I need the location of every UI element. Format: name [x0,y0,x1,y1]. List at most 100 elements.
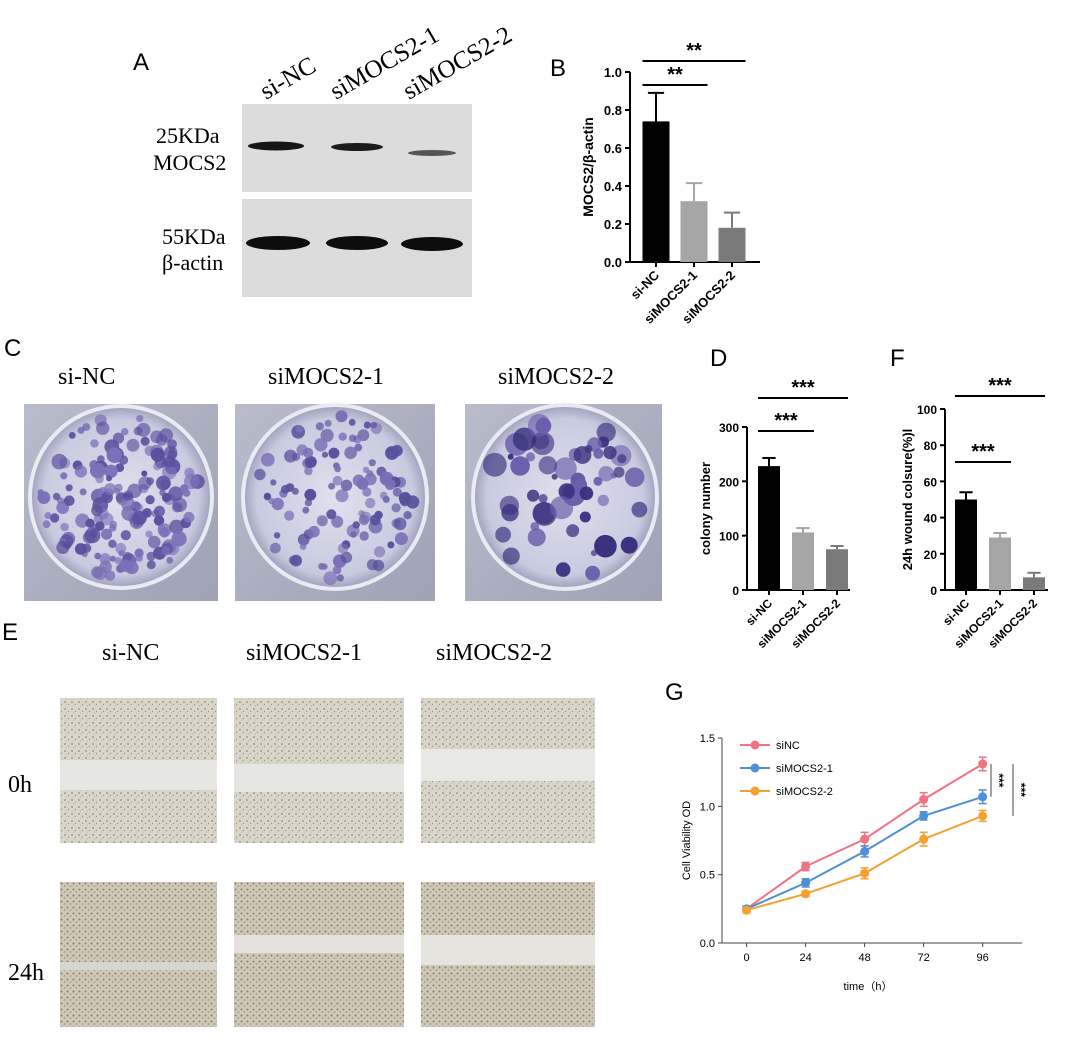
y-tick-label: 0.0 [700,938,715,950]
colony [81,543,92,553]
colony [161,546,171,556]
blot-protein-label: β-actin [162,250,223,275]
panel-e: E si-NC siMOCS2-1 siMOCS2-2 0h 24h [2,619,595,1027]
colony [60,472,68,480]
colony [164,445,178,460]
colony [391,445,403,457]
colony [335,489,349,503]
colony [624,467,645,488]
colony [340,479,353,491]
dish-label: si-NC [58,364,115,390]
colony [321,451,329,458]
y-axis-title: 24h wound colsure(%)l [900,429,915,571]
wound-column-label: si-NC [102,640,159,666]
colony [332,565,342,575]
colony [145,495,155,505]
colony [42,520,51,529]
colony [146,560,156,570]
blot-kda-label: 25KDa [156,123,220,148]
legend-label: siNC [776,740,800,752]
colony [297,533,310,546]
colony [141,470,148,477]
colony [153,462,162,471]
colony [363,421,371,429]
chart-d: D 0100200300si-NCsiMOCS2-1siMOCS2-2*****… [698,345,850,651]
wound-images-24h [60,882,595,1027]
colony [368,519,383,534]
colony [603,446,617,460]
colony [352,521,360,529]
bar [792,532,814,590]
y-tick-label: 0.2 [604,217,622,232]
colony [507,453,514,460]
legend-label: siMOCS2-2 [776,786,833,798]
colony [254,468,266,481]
data-point [742,905,752,915]
colony [527,528,546,547]
significance-label: *** [774,410,798,432]
bar [955,499,977,590]
colony [271,497,284,511]
data-point [919,795,929,804]
colony [328,447,340,459]
chart-b: B 0.00.20.40.60.81.0si-NCsiMOCS2-1siMOCS… [550,40,760,327]
colony [135,554,143,562]
significance-label: ** [686,40,702,62]
chart-f: F 020406080100si-NCsiMOCS2-1siMOCS2-2***… [890,345,1048,651]
x-tick-label: 96 [977,952,989,964]
data-point [801,889,811,899]
colony [44,512,52,519]
colony [183,511,195,523]
series-line [746,814,984,912]
colony [104,483,117,495]
x-tick-label: 48 [858,952,870,964]
colony [352,474,365,487]
colony [51,453,68,470]
blot-lane-label: si-NC [256,52,321,105]
y-tick-label: 20 [924,548,938,562]
blot-band [331,143,383,151]
colony [115,463,125,472]
colony [138,476,152,490]
colony [121,497,136,511]
colony [527,414,551,437]
colony [613,466,625,478]
bar [989,537,1011,590]
blot-band [248,141,304,151]
colony [99,553,111,565]
colony [93,566,108,580]
colony [63,541,72,550]
colony [270,542,281,554]
significance-label: *** [791,377,815,399]
colony [482,452,507,477]
colony [374,546,386,558]
colony [74,465,88,478]
colony [340,551,353,564]
colony [551,473,558,480]
colony [109,555,116,562]
colony [114,557,123,565]
colony [336,574,344,582]
panel-g-letter: G [665,679,684,706]
data-point [978,792,988,802]
bar [718,227,746,262]
colony [79,488,87,496]
colony [326,509,337,520]
colony [585,565,600,581]
colony [168,486,184,502]
y-tick-label: 0.6 [604,141,622,156]
colony [596,422,616,442]
y-axis-title: Cell Viability OD [681,801,693,880]
colony [261,452,275,467]
blot-band [326,236,388,250]
blot-band [408,150,456,156]
panel-f-letter: F [890,345,905,372]
colony [359,531,369,541]
colony [167,439,178,450]
colony [108,539,117,548]
colony [554,457,577,480]
colony [96,421,110,435]
colony [136,422,151,437]
colonies-si-nc [37,414,205,581]
